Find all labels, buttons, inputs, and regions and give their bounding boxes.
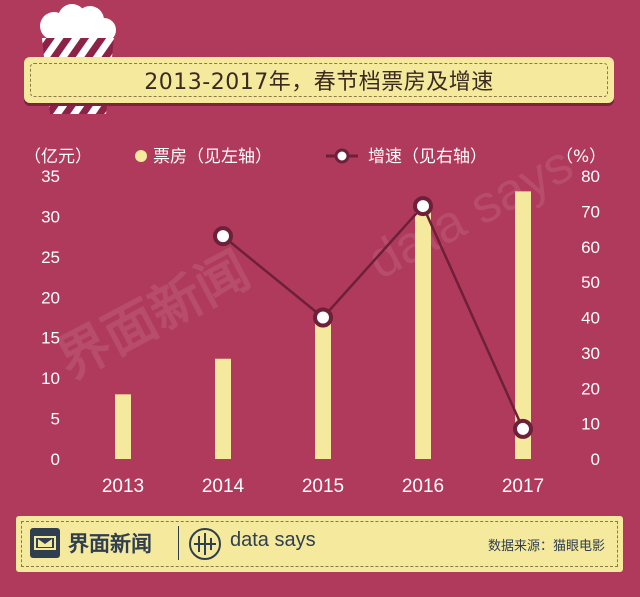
- right-tick-label: 30: [581, 344, 600, 363]
- category-label: 2014: [202, 476, 245, 497]
- right-tick-label: 40: [581, 309, 600, 328]
- line-point: [413, 196, 433, 217]
- right-tick-label: 0: [591, 450, 600, 469]
- left-axis-unit: （亿元）: [24, 147, 92, 167]
- left-tick-label: 35: [41, 167, 60, 186]
- legend: 票房（见左轴） 增速（见右轴）: [135, 147, 487, 167]
- footer: 界面新闻 data says 数据来源：猫眼电影: [16, 516, 623, 572]
- bar: [415, 209, 431, 459]
- left-tick-label: 20: [41, 288, 60, 307]
- bar: [315, 313, 331, 459]
- legend-bar-swatch: [135, 150, 147, 162]
- right-tick-label: 50: [581, 273, 600, 292]
- right-axis-unit: （%）: [556, 147, 606, 167]
- left-tick-label: 10: [41, 369, 60, 388]
- right-tick-label: 10: [581, 415, 600, 434]
- left-tick-label: 30: [41, 207, 60, 226]
- brand-name: 界面新闻: [68, 532, 152, 556]
- category-label: 2015: [302, 476, 344, 497]
- line-point: [513, 418, 533, 439]
- left-tick-label: 25: [41, 248, 60, 267]
- right-axis: 0 10 20 30 40 50 60 70 80: [581, 167, 600, 469]
- legend-line-label: 增速（见右轴）: [368, 147, 487, 167]
- title-panel: 2013-2017年，春节档票房及增速: [24, 57, 614, 103]
- line-series: [213, 196, 533, 439]
- brand-logo-icon: [30, 528, 60, 558]
- bar: [515, 191, 531, 459]
- legend-line-marker: [334, 148, 350, 164]
- bar-series: [115, 191, 531, 459]
- right-tick-label: 20: [581, 379, 600, 398]
- data-says-logo-icon: [189, 528, 221, 560]
- category-label: 2016: [402, 476, 444, 497]
- brand-divider: [178, 526, 179, 560]
- bar: [215, 358, 231, 459]
- line-point: [213, 226, 233, 247]
- chart-title: 2013-2017年，春节档票房及增速: [144, 70, 494, 95]
- right-tick-label: 60: [581, 238, 600, 257]
- left-tick-label: 5: [51, 410, 60, 429]
- category-label: 2017: [502, 476, 544, 497]
- right-tick-label: 80: [581, 167, 600, 186]
- left-tick-label: 15: [41, 329, 60, 348]
- data-source: 数据来源：猫眼电影: [487, 539, 605, 554]
- x-axis: 2013 2014 2015 2016 2017: [102, 476, 544, 497]
- line-point: [313, 307, 333, 328]
- growth-line: [222, 203, 525, 430]
- left-axis: 0 5 10 15 20 25 30 35: [41, 167, 60, 469]
- bar: [115, 394, 131, 459]
- right-tick-label: 70: [581, 202, 600, 221]
- left-tick-label: 0: [51, 450, 60, 469]
- category-label: 2013: [102, 476, 144, 497]
- brand-secondary: data says: [230, 529, 316, 551]
- legend-bar-label: 票房（见左轴）: [153, 147, 272, 167]
